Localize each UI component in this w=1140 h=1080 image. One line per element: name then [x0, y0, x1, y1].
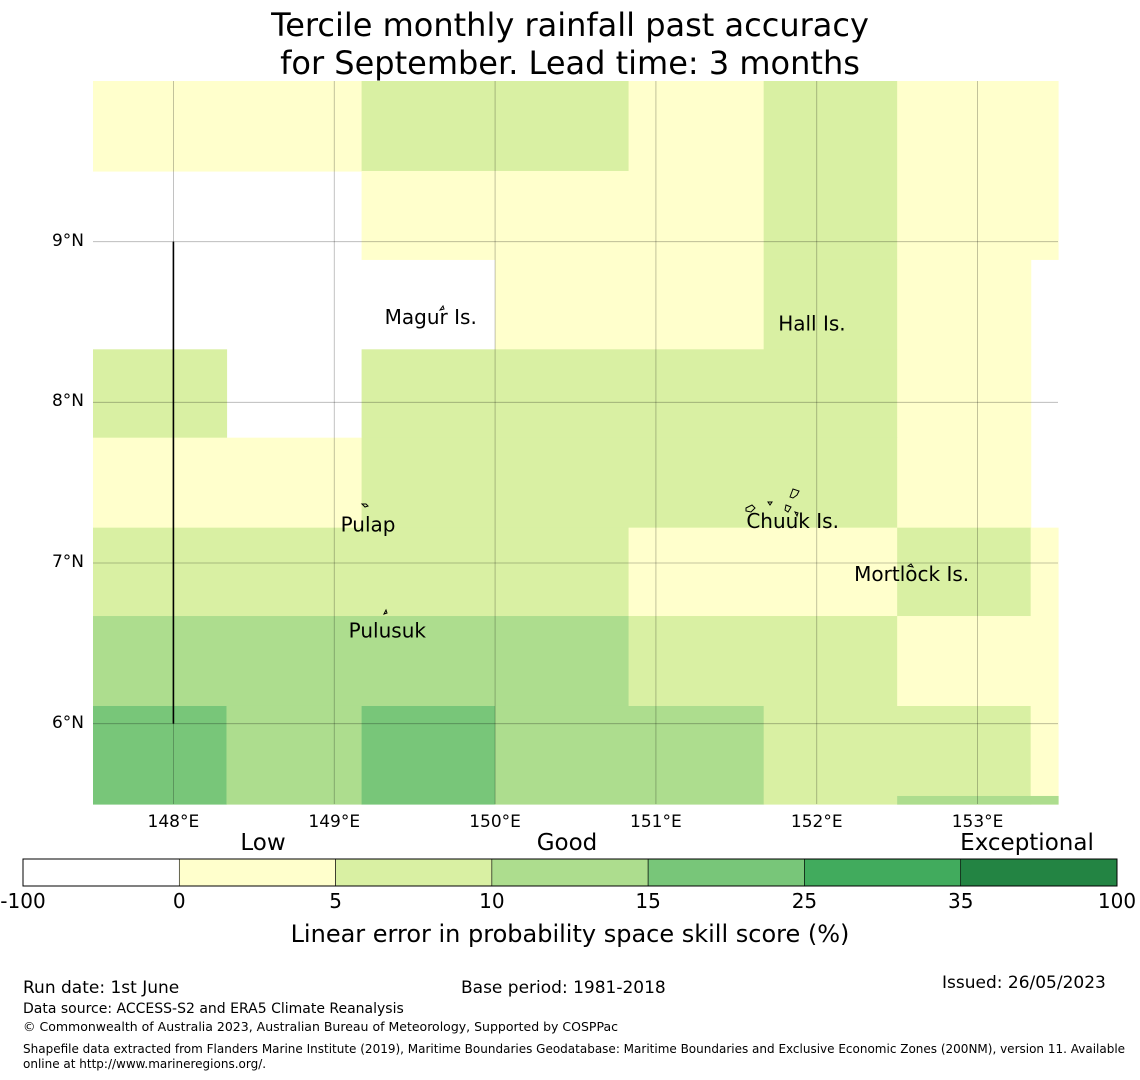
longitude-tick-label: 150°E	[469, 812, 521, 832]
skill-cell	[93, 705, 228, 805]
island-outline	[784, 504, 792, 513]
place-label: Chuuk Is.	[746, 509, 839, 533]
islands-layer	[360, 304, 915, 615]
colorbar-category-label: Low	[240, 830, 286, 856]
skill-cell	[226, 705, 363, 805]
skill-cell	[897, 437, 1032, 529]
skill-cells-layer	[93, 81, 1059, 805]
latitude-tick-label: 8°N	[51, 391, 84, 412]
colorbar-tick-label: -100	[0, 889, 46, 913]
colorbar-segment	[804, 858, 962, 887]
skill-cell	[763, 81, 898, 172]
colorbar-category-label: Good	[536, 830, 598, 856]
latitude-tick-label: 6°N	[51, 712, 84, 733]
skill-cell	[361, 705, 496, 805]
place-label: Mortlock Is.	[854, 562, 969, 586]
skill-cell	[1030, 527, 1059, 617]
longitude-tick-label: 152°E	[790, 812, 843, 832]
longitude-tick-label: 148°E	[147, 812, 200, 832]
base-period: Base period: 1981-2018	[461, 978, 666, 998]
skill-cell	[628, 81, 765, 172]
island-outline	[767, 501, 773, 506]
colorbar-tick-label: 25	[791, 889, 818, 913]
skill-cell	[628, 616, 898, 707]
longitude-tick-label: 149°E	[308, 812, 361, 832]
island-outline	[383, 608, 388, 615]
skill-cell	[897, 170, 1059, 260]
skill-cell	[763, 705, 1032, 805]
copyright-notice: © Commonwealth of Australia 2023, Austra…	[23, 1019, 618, 1034]
colorbar-segment	[491, 858, 649, 887]
skill-cell	[628, 527, 898, 617]
skill-cell	[897, 616, 1059, 707]
skill-cell	[361, 349, 898, 439]
colorbar-category-label: Exceptional	[960, 830, 1094, 856]
skill-cell	[897, 527, 1032, 617]
island-outline	[360, 503, 369, 508]
skill-cell	[93, 616, 630, 707]
latitude-tick-label: 7°N	[51, 552, 84, 572]
colorbar-axis-label: Linear error in probability space skill …	[290, 920, 850, 948]
skill-cell	[763, 170, 898, 260]
longitude-tick-label: 153°E	[951, 812, 1004, 832]
place-label: Magur Is.	[385, 305, 477, 329]
graticule-layer	[93, 81, 1058, 804]
skill-cell	[763, 259, 898, 350]
colorbar-tick-label: 100	[1097, 889, 1137, 913]
skill-cell	[361, 170, 765, 260]
place-label: Pulap	[341, 512, 396, 536]
colorbar-segment	[178, 858, 336, 887]
colorbar-tick-label: 35	[947, 889, 974, 913]
skill-cell	[93, 437, 363, 529]
island-outline	[794, 511, 799, 518]
skill-cell	[361, 81, 630, 172]
skill-cell	[361, 437, 898, 529]
data-source: Data source: ACCESS-S2 and ERA5 Climate …	[23, 1001, 404, 1017]
skill-cell	[897, 795, 1059, 805]
island-outline	[906, 563, 915, 568]
latitude-tick-label: 9°N	[51, 230, 84, 251]
island-outline	[789, 488, 800, 499]
issued-date: Issued: 26/05/2023	[942, 973, 1106, 993]
place-label: Pulusuk	[349, 618, 427, 642]
colorbar-tick-label: 10	[479, 889, 505, 913]
colorbar-segment	[647, 858, 805, 887]
shapefile-credit: Shapefile data extracted from Flanders M…	[23, 1042, 1126, 1071]
skill-cell	[897, 81, 1059, 172]
colorbar-segment	[960, 858, 1118, 887]
skill-cell	[1030, 705, 1059, 805]
colorbar	[22, 858, 1118, 887]
colorbar-tick-label: 0	[172, 889, 186, 913]
skill-cell	[93, 527, 630, 617]
island-outline	[745, 504, 756, 513]
place-labels-layer: Magur Is. Hall Is. Pulap Chuuk Is. Mortlock …	[341, 305, 970, 642]
chart-title-line-2: for September. Lead time: 3 months	[280, 44, 860, 82]
longitude-tick-label: 151°E	[630, 812, 682, 832]
skill-cell	[897, 259, 1032, 350]
colorbar-segment	[22, 858, 180, 887]
skill-cell	[897, 349, 1032, 439]
colorbar-segment	[335, 858, 493, 887]
colorbar-frame	[22, 858, 1118, 887]
skill-cell	[495, 705, 765, 805]
chart-title-line-1: Tercile monthly rainfall past accuracy	[271, 6, 869, 44]
skill-cell	[495, 259, 765, 350]
colorbar-tick-label: 15	[635, 889, 661, 913]
skill-cell	[93, 81, 363, 172]
run-date: Run date: 1st June	[23, 978, 180, 998]
island-outline	[438, 304, 445, 311]
colorbar-tick-label: 5	[329, 889, 342, 913]
place-label: Hall Is.	[778, 312, 845, 336]
skill-cell	[93, 349, 228, 439]
